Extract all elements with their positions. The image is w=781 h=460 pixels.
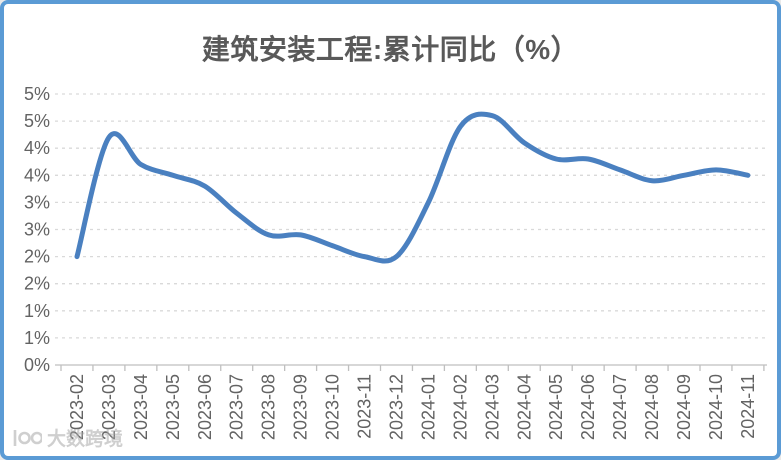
x-axis-label: 2023-10: [323, 374, 343, 440]
x-axis-label: 2024-07: [610, 374, 630, 440]
y-axis-label: 1%: [24, 328, 50, 348]
y-axis-label: 5%: [24, 111, 50, 131]
x-axis-label: 2024-03: [482, 374, 502, 440]
y-axis-label: 4%: [24, 138, 50, 158]
x-axis-label: 2023-09: [291, 374, 311, 440]
x-axis-label: 2023-05: [163, 374, 183, 440]
x-axis-label: 2023-04: [131, 374, 151, 440]
x-axis-label: 2023-08: [259, 374, 279, 440]
chart-title: 建筑安装工程:累计同比（%）: [201, 34, 580, 65]
y-axis-label: 0%: [24, 355, 50, 375]
x-axis-label: 2023-03: [99, 374, 119, 440]
y-axis-label: 5%: [24, 84, 50, 104]
x-axis-label: 2023-06: [195, 374, 215, 440]
y-axis-label: 2%: [24, 247, 50, 267]
x-axis-label: 2023-11: [355, 374, 375, 439]
y-axis-label: 3%: [24, 192, 50, 212]
series-line: [74, 111, 751, 264]
x-axis-label: 2024-05: [546, 374, 566, 440]
x-axis-label: 2024-06: [578, 374, 598, 440]
x-axis-label: 2024-11: [738, 374, 758, 439]
y-axis-label: 4%: [24, 165, 50, 185]
x-axis-label: 2023-07: [227, 374, 247, 440]
x-axis-label: 2024-09: [674, 374, 694, 440]
line-chart: 0% 1% 1% 2% 2% 3% 3% 4% 4% 5% 5% 2023-02 2023-03 2023…: [24, 84, 767, 440]
y-axis-label: 1%: [24, 301, 50, 321]
x-axis-label: 2024-10: [706, 374, 726, 440]
x-axis-label: 2024-02: [450, 374, 470, 440]
x-axis-label: 2023-12: [386, 374, 406, 440]
x-axis-label: 2024-08: [642, 374, 662, 440]
x-axis-label: 2023-02: [67, 374, 87, 440]
x-axis-label: 2024-01: [418, 374, 438, 440]
y-axis-label: 3%: [24, 220, 50, 240]
y-axis-label: 2%: [24, 274, 50, 294]
x-axis-label: 2024-04: [514, 374, 534, 440]
